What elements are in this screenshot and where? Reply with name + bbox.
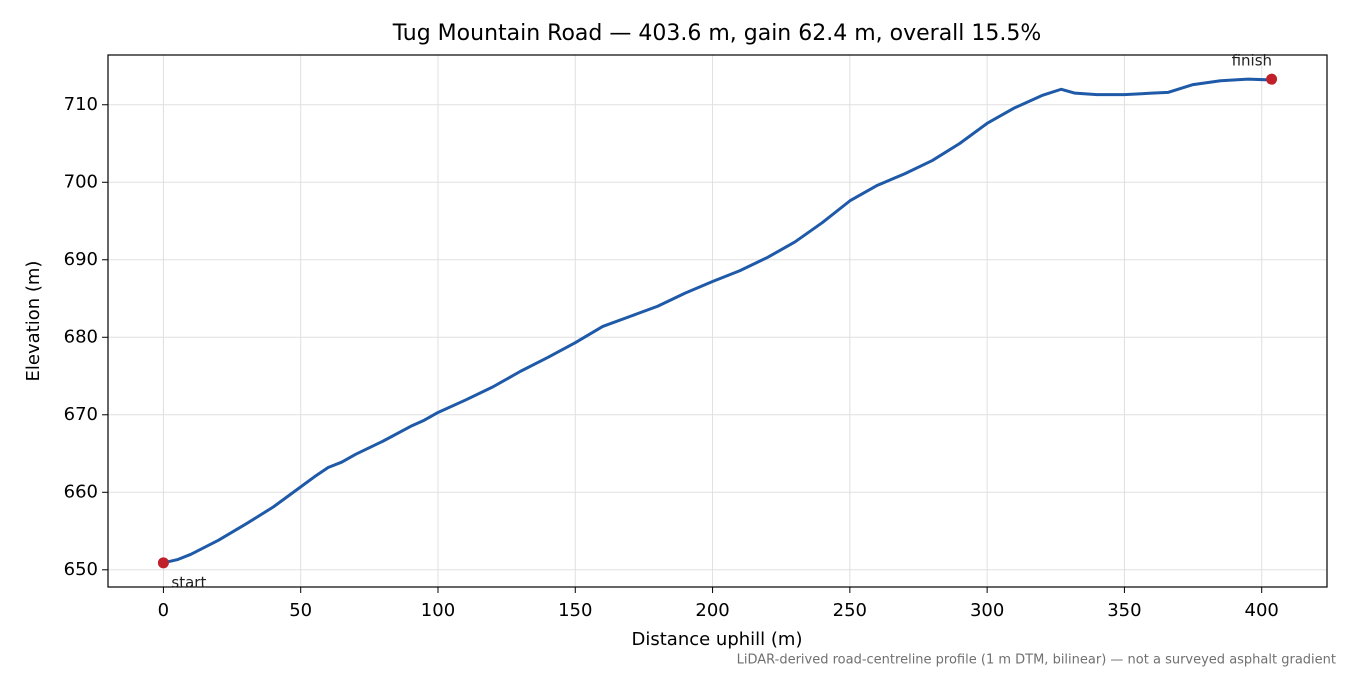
footnote: LiDAR-derived road-centreline profile (1… <box>737 653 1336 668</box>
x-tick-label: 100 <box>421 600 455 621</box>
x-tick-label: 200 <box>695 600 729 621</box>
y-tick-label: 660 <box>64 481 98 502</box>
x-tick-label: 400 <box>1245 600 1279 621</box>
annotation-label: start <box>171 573 206 591</box>
x-axis-label: Distance uphill (m) <box>632 629 803 650</box>
x-tick-label: 150 <box>558 600 592 621</box>
y-tick-label: 710 <box>64 94 98 115</box>
y-tick-label: 700 <box>64 171 98 192</box>
x-tick-label: 50 <box>289 600 312 621</box>
x-tick-label: 250 <box>833 600 867 621</box>
endpoint-marker <box>1266 73 1278 85</box>
chart-title: Tug Mountain Road — 403.6 m, gain 62.4 m… <box>392 21 1042 46</box>
x-tick-label: 350 <box>1107 600 1141 621</box>
y-tick-label: 690 <box>64 249 98 270</box>
x-tick-label: 300 <box>970 600 1004 621</box>
y-tick-label: 670 <box>64 404 98 425</box>
endpoint-marker <box>157 557 169 569</box>
x-tick-label: 0 <box>158 600 169 621</box>
annotation-label: finish <box>1232 52 1272 70</box>
plot-frame <box>107 54 1328 588</box>
y-axis-label: Elevation (m) <box>23 261 44 382</box>
y-tick-label: 650 <box>64 559 98 580</box>
y-tick-label: 680 <box>64 326 98 347</box>
elevation-line <box>163 77 1272 565</box>
